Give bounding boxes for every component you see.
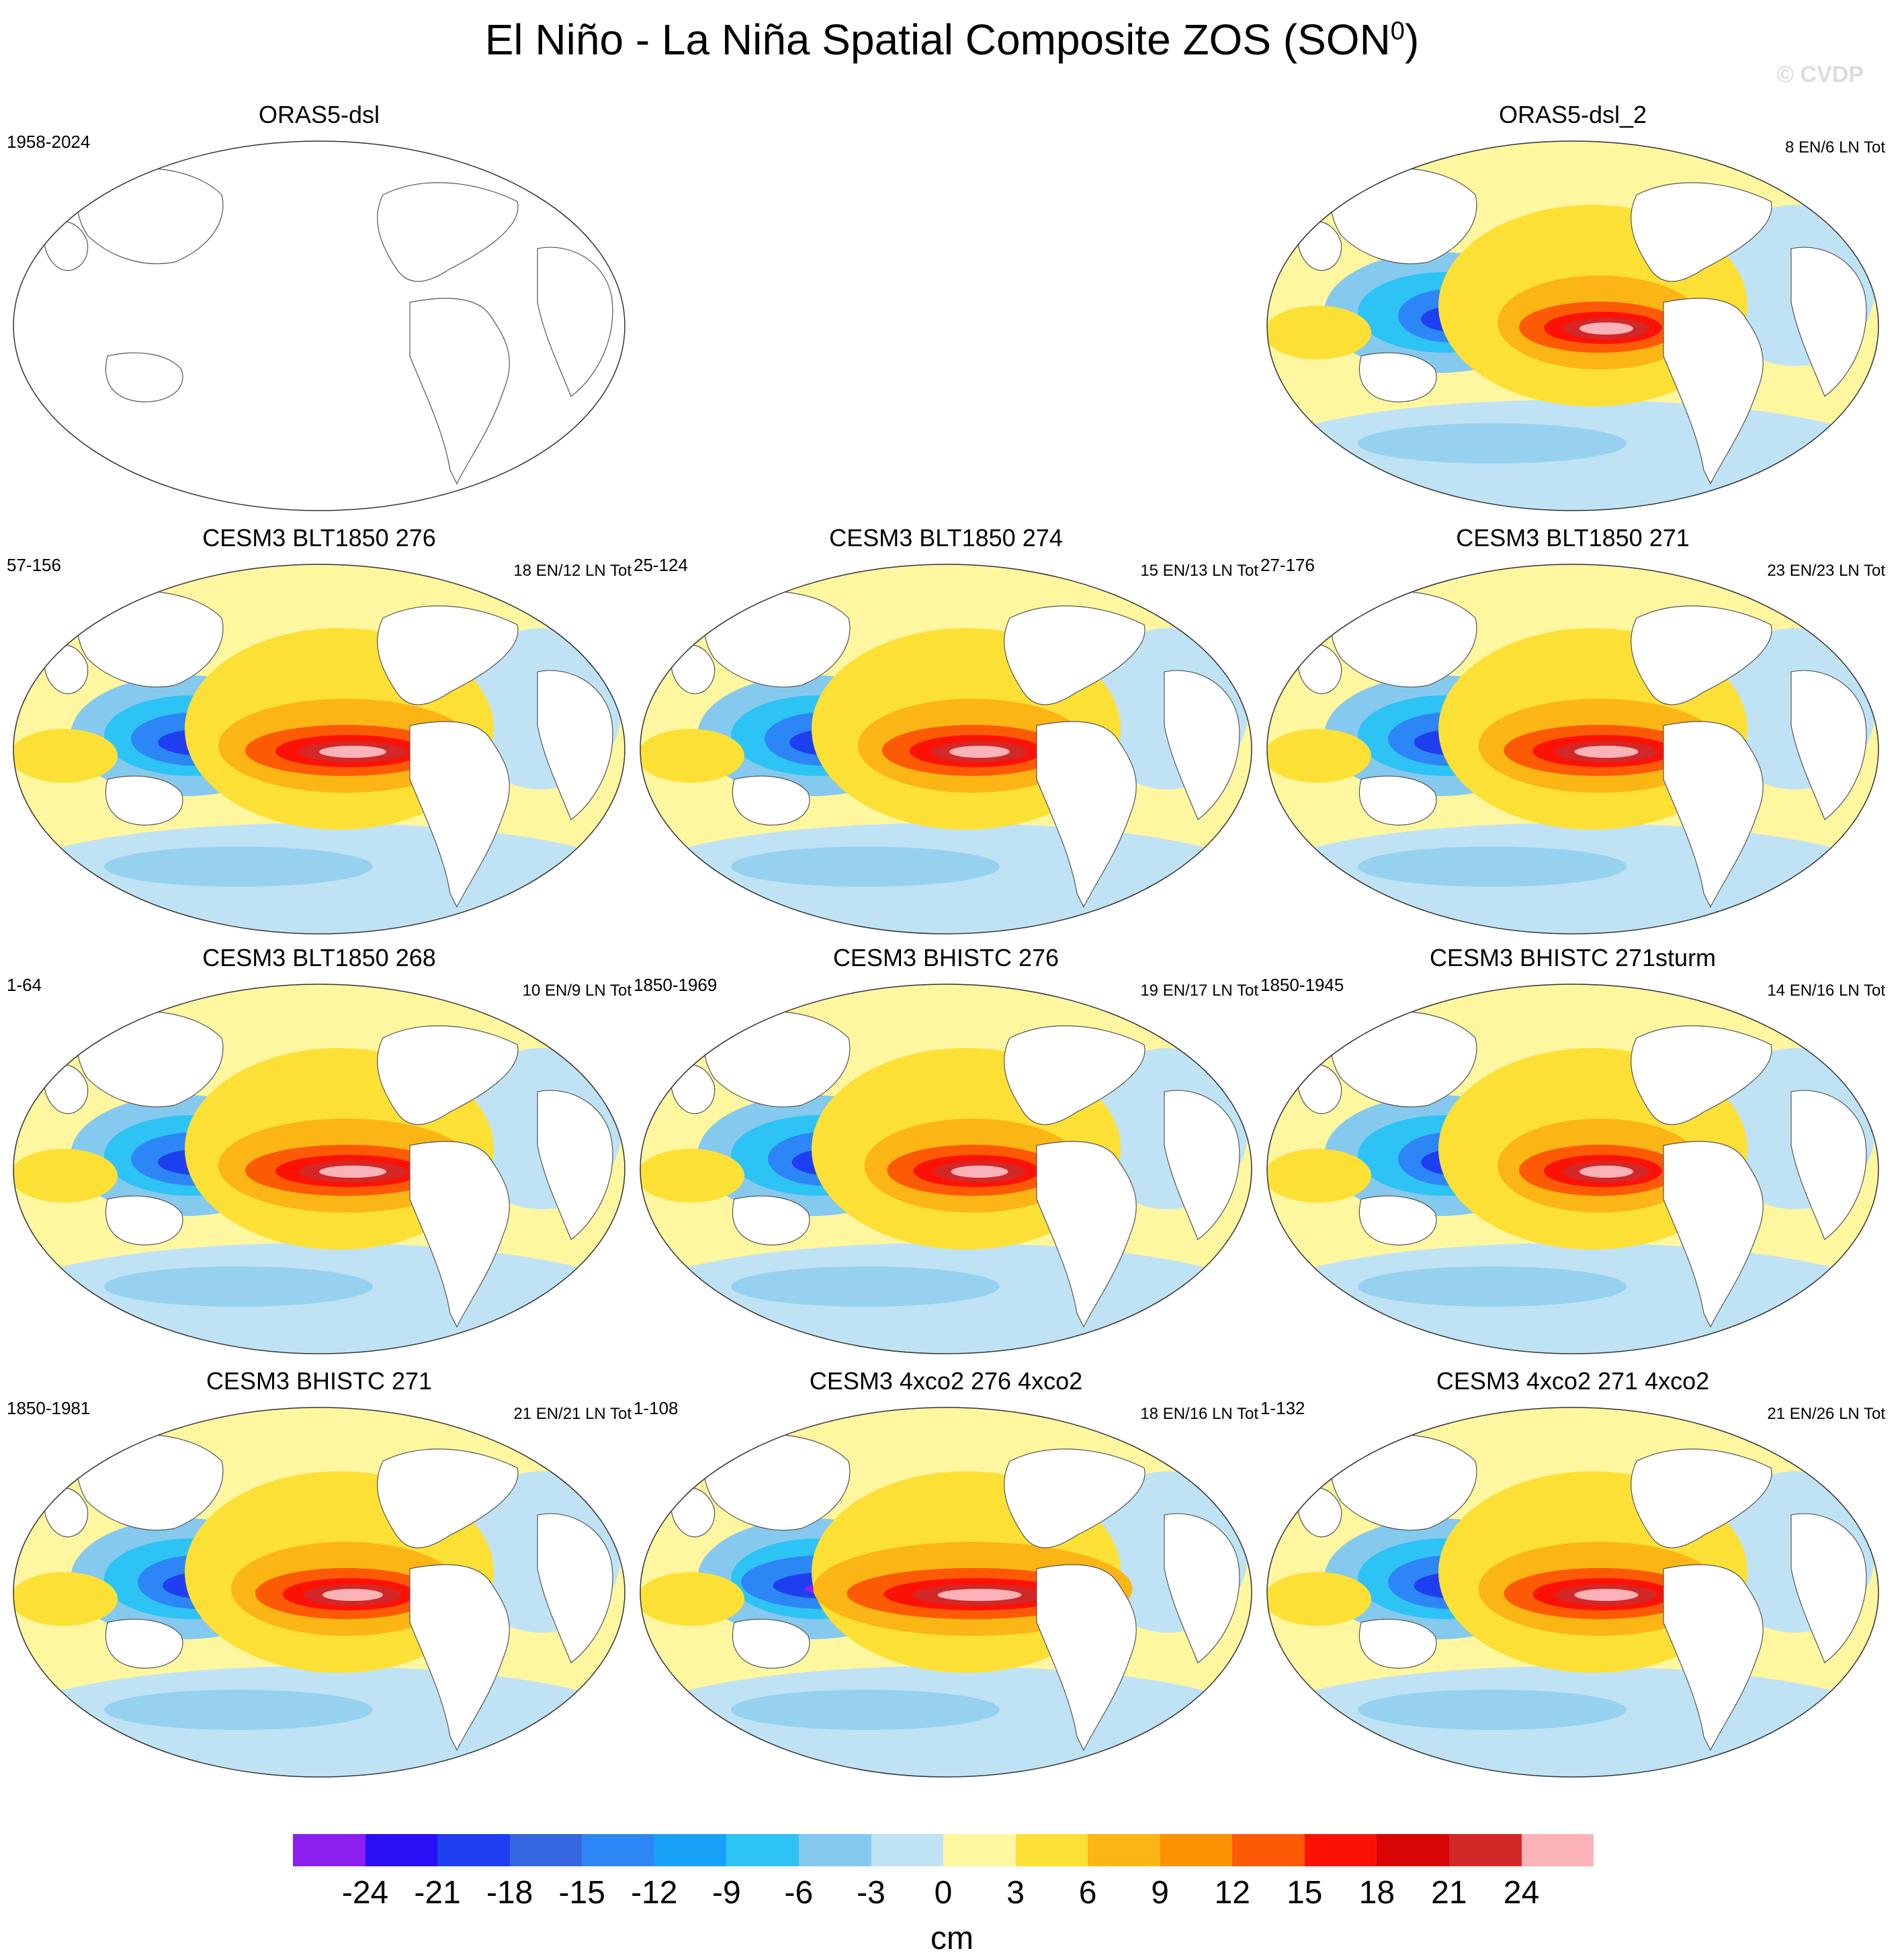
colorbar-tick-label: -18 (486, 1875, 533, 1911)
map-panel: CESM3 4xco2 271 4xco2 1-132 21 EN/26 LN To… (1260, 1367, 1885, 1784)
colorbar-swatch (1521, 1834, 1594, 1866)
colorbar-swatch (943, 1834, 1016, 1866)
colorbar-swatch (582, 1834, 654, 1866)
colorbar-tick-label: 6 (1078, 1875, 1097, 1911)
panel-period: 27-176 (1260, 555, 1315, 575)
world-map (1266, 1407, 1879, 1778)
colorbar-tick-label: 15 (1287, 1875, 1323, 1911)
colorbar-swatch (1015, 1834, 1088, 1866)
world-map (1266, 564, 1879, 934)
colorbar-tick-label: -12 (631, 1875, 678, 1911)
panel-event-count: 19 EN/17 LN Tot (1140, 982, 1258, 1000)
colorbar-tick-label: 12 (1214, 1875, 1250, 1911)
panel-title: CESM3 BLT1850 274 (829, 524, 1063, 552)
panel-period: 1-64 (7, 975, 42, 995)
map-panel: CESM3 BHISTC 276 1850-1969 19 EN/17 LN Tot (634, 944, 1258, 1360)
colorbar-swatch (871, 1834, 944, 1866)
map-panel: CESM3 BLT1850 271 27-176 23 EN/23 LN Tot (1260, 524, 1885, 941)
panel-event-count: 21 EN/21 LN Tot (513, 1405, 632, 1423)
colorbar-tick-label: -6 (784, 1875, 814, 1911)
map-panel: ORAS5-dsl_2 8 EN/6 LN Tot (1260, 101, 1885, 517)
panel-event-count: 14 EN/16 LN Tot (1767, 982, 1885, 1000)
panel-title: CESM3 4xco2 271 4xco2 (1436, 1367, 1710, 1395)
panel-title: CESM3 BLT1850 268 (202, 944, 436, 971)
colorbar-swatch (1232, 1834, 1305, 1866)
world-map (640, 984, 1252, 1354)
colorbar-swatch (509, 1834, 582, 1866)
colorbar-tick-label: -21 (414, 1875, 461, 1911)
panel-title: CESM3 BHISTC 276 (832, 944, 1059, 971)
map-panel: CESM3 BHISTC 271 1850-1981 21 EN/21 LN Tot (7, 1367, 632, 1784)
panel-event-count: 10 EN/9 LN Tot (522, 982, 632, 1000)
colorbar (293, 1834, 1594, 1866)
colorbar-swatch (365, 1834, 438, 1866)
colorbar-swatch (726, 1834, 799, 1866)
panel-period: 1-132 (1260, 1398, 1305, 1418)
panel-event-count: 21 EN/26 LN Tot (1767, 1405, 1885, 1423)
panel-event-count: 18 EN/12 LN Tot (513, 562, 632, 580)
colorbar-tick-label: 21 (1431, 1875, 1467, 1911)
panel-event-count: 18 EN/16 LN Tot (1140, 1405, 1258, 1423)
panel-event-count: 8 EN/6 LN Tot (1785, 138, 1885, 157)
figure-title: El Niño - La Niña Spatial Composite ZOS … (484, 15, 1420, 64)
colorbar-swatch (1088, 1834, 1160, 1866)
map-panel: ORAS5-dsl 1958-2024 (7, 101, 632, 517)
copyright-watermark: © CVDP (1777, 62, 1864, 87)
panel-title: ORAS5-dsl (258, 101, 380, 128)
panel-title: CESM3 BLT1850 271 (1456, 524, 1690, 552)
panel-period: 1850-1981 (7, 1398, 91, 1418)
colorbar-tick-label: -3 (857, 1875, 885, 1911)
colorbar-tick-label: -9 (711, 1875, 741, 1911)
panel-title: ORAS5-dsl_2 (1498, 101, 1647, 128)
world-map (13, 140, 625, 511)
colorbar-swatch (293, 1834, 365, 1866)
world-map (1266, 984, 1879, 1354)
world-map (13, 984, 625, 1354)
colorbar-tick-label: -24 (341, 1875, 389, 1911)
colorbar-tick-label: 24 (1503, 1875, 1540, 1911)
world-map (13, 564, 625, 934)
panel-period: 25-124 (634, 555, 688, 575)
colorbar-swatch (1449, 1834, 1522, 1866)
colorbar-swatch (1160, 1834, 1233, 1866)
colorbar-tick-label: 9 (1151, 1875, 1170, 1911)
colorbar-swatch (1304, 1834, 1377, 1866)
colorbar-swatch (437, 1834, 510, 1866)
panel-title: CESM3 BLT1850 276 (202, 524, 436, 552)
world-map (640, 564, 1252, 934)
colorbar-tick-label: 3 (1006, 1875, 1025, 1911)
panel-period: 1-108 (634, 1398, 679, 1418)
colorbar-swatch (798, 1834, 871, 1866)
panel-period: 1958-2024 (7, 132, 91, 152)
panel-event-count: 15 EN/13 LN Tot (1140, 562, 1258, 580)
world-map (1266, 140, 1879, 511)
panel-period: 57-156 (7, 555, 61, 575)
panel-title: CESM3 BHISTC 271 (206, 1367, 433, 1395)
panel-title: CESM3 4xco2 276 4xco2 (809, 1367, 1083, 1395)
map-panel: CESM3 BLT1850 268 1-64 10 EN/9 LN Tot (7, 944, 632, 1360)
colorbar-tick-label: 18 (1358, 1875, 1395, 1911)
panel-period: 1850-1945 (1260, 975, 1344, 995)
colorbar-swatch (1377, 1834, 1449, 1866)
world-map (13, 1407, 625, 1778)
map-panel: CESM3 BLT1850 274 25-124 15 EN/13 LN Tot (634, 524, 1258, 941)
panel-event-count: 23 EN/23 LN Tot (1767, 562, 1885, 580)
colorbar-tick-label: -15 (558, 1875, 605, 1911)
colorbar-swatch (654, 1834, 727, 1866)
map-panel: CESM3 BHISTC 271sturm 1850-1945 14 EN/16 L… (1260, 944, 1885, 1360)
world-map (640, 1407, 1252, 1778)
panel-period: 1850-1969 (634, 975, 718, 995)
colorbar-tick-label: 0 (934, 1875, 953, 1911)
panel-title: CESM3 BHISTC 271sturm (1429, 944, 1717, 971)
map-panel: CESM3 4xco2 276 4xco2 1-108 18 EN/16 LN To… (634, 1367, 1258, 1784)
map-panel: CESM3 BLT1850 276 57-156 18 EN/12 LN Tot (7, 524, 632, 941)
colorbar-units: cm (931, 1921, 973, 1956)
